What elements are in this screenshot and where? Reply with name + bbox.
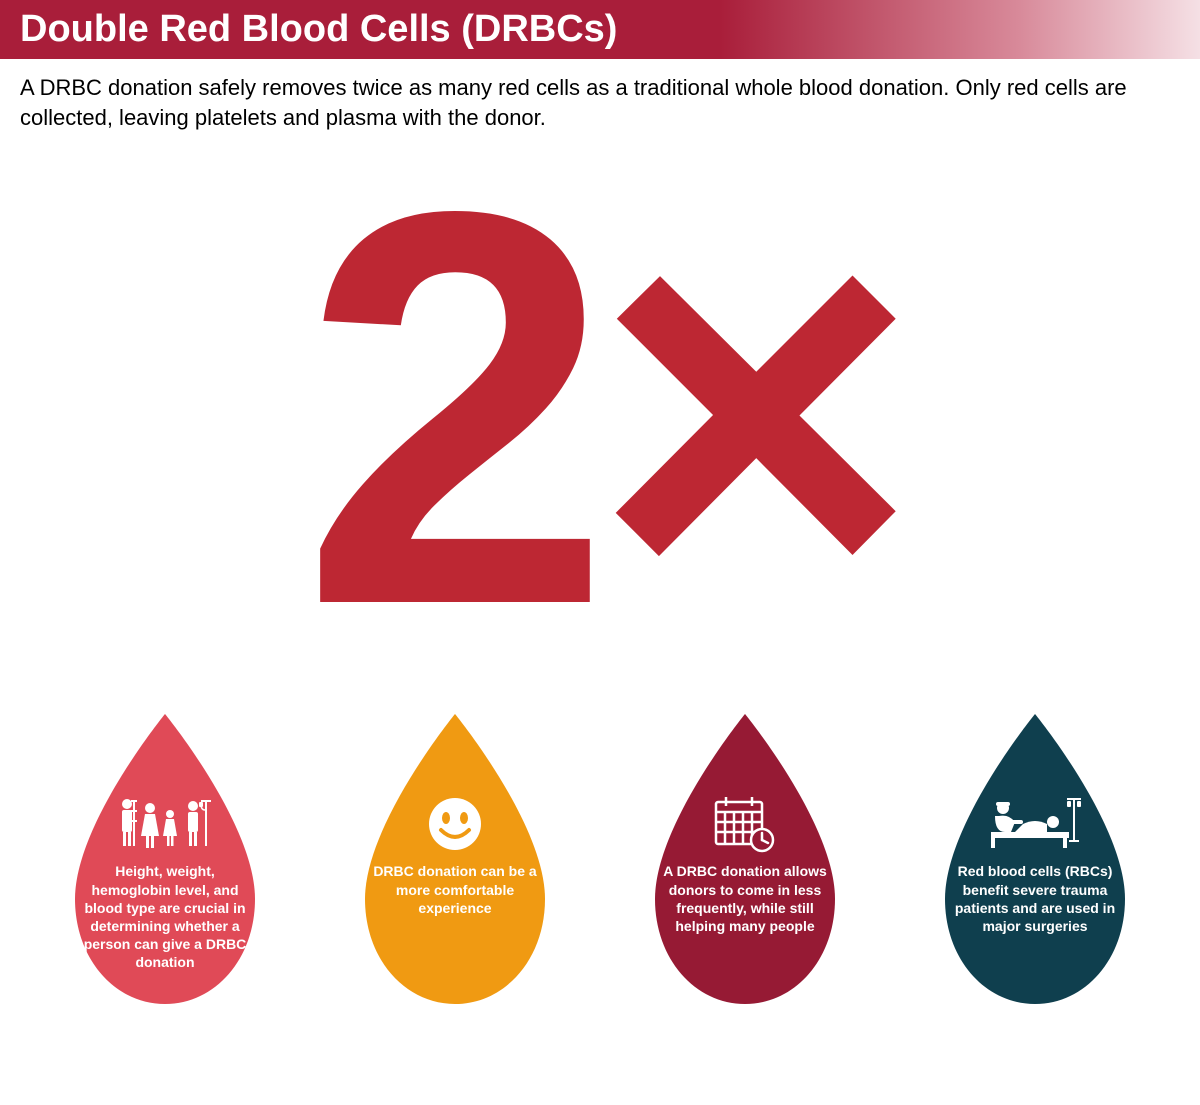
hero-2x: 2×	[0, 142, 1200, 674]
drop-content: Red blood cells (RBCs) benefit severe tr…	[935, 792, 1135, 984]
drop-content: Height, weight, hemoglobin level, and bl…	[65, 792, 265, 984]
info-drop-eligibility: Height, weight, hemoglobin level, and bl…	[55, 714, 275, 1004]
drop-content: DRBC donation can be a more comfortable …	[355, 792, 555, 984]
info-drop-benefit: Red blood cells (RBCs) benefit severe tr…	[925, 714, 1145, 1004]
hospital-bed-icon	[985, 792, 1085, 856]
drop-text: A DRBC donation allows donors to come in…	[645, 862, 845, 935]
drops-row: Height, weight, hemoglobin level, and bl…	[0, 714, 1200, 1044]
people-icon	[115, 792, 215, 856]
drop-text: Red blood cells (RBCs) benefit severe tr…	[935, 862, 1135, 935]
smiley-icon	[425, 792, 485, 856]
calendar-clock-icon	[712, 792, 778, 856]
info-drop-frequency: A DRBC donation allows donors to come in…	[635, 714, 855, 1004]
page-title: Double Red Blood Cells (DRBCs)	[20, 8, 1180, 51]
info-drop-comfort: DRBC donation can be a more comfortable …	[345, 714, 565, 1004]
drop-content: A DRBC donation allows donors to come in…	[645, 792, 845, 984]
header-bar: Double Red Blood Cells (DRBCs)	[0, 0, 1200, 59]
drop-text: DRBC donation can be a more comfortable …	[355, 862, 555, 917]
drop-text: Height, weight, hemoglobin level, and bl…	[65, 862, 265, 971]
